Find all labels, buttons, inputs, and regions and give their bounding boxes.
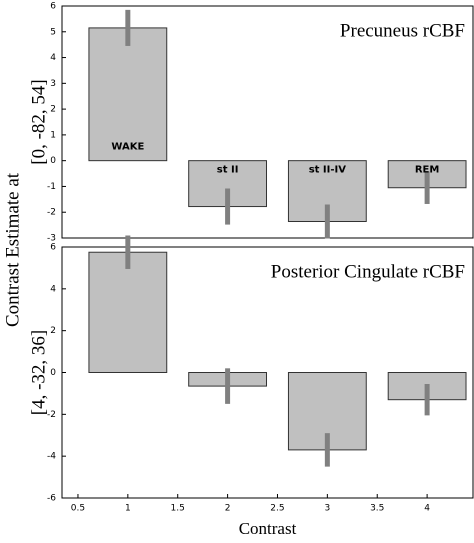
x-tick-label: 2.5 xyxy=(270,504,284,514)
y-tick-label: 6 xyxy=(50,243,56,253)
x-tick-label: 4 xyxy=(424,504,430,514)
bar-label: st II xyxy=(217,165,239,176)
bar xyxy=(88,27,168,162)
y-tick-label: 2 xyxy=(50,105,56,115)
x-tick-label: 2 xyxy=(225,504,231,514)
y-tick-label: -6 xyxy=(47,494,56,504)
y-tick-label: -1 xyxy=(47,182,56,192)
bar-label: REM xyxy=(415,165,440,176)
y-tick-label: 6 xyxy=(50,2,56,12)
y-tick-label: 1 xyxy=(50,130,56,140)
bar-label: WAKE xyxy=(111,142,144,153)
y-tick-label: -4 xyxy=(47,452,56,462)
chart-title: Precuneus rCBF xyxy=(340,20,465,41)
bar-label: st II-IV xyxy=(309,165,347,176)
y-tick-label: 2 xyxy=(50,326,56,336)
y-tick-label: 0 xyxy=(50,368,56,378)
chart-title: Posterior Cingulate rCBF xyxy=(271,261,465,282)
bar xyxy=(88,251,168,374)
x-tick-label: 0.5 xyxy=(71,504,85,514)
x-tick-label: 1 xyxy=(125,504,131,514)
y-tick-label: -2 xyxy=(47,410,56,420)
x-tick-label: 3.5 xyxy=(370,504,384,514)
x-tick-label: 3 xyxy=(324,504,330,514)
y-label: [4, -32, 36] xyxy=(28,330,49,415)
y-tick-label: 0 xyxy=(50,156,56,166)
y-tick-label: -2 xyxy=(47,208,56,218)
y-tick-label: 4 xyxy=(50,284,56,294)
shared-y-label: Contrast Estimate at xyxy=(2,172,23,327)
y-tick-label: 3 xyxy=(50,79,56,89)
y-tick-label: -3 xyxy=(47,234,56,244)
y-tick-label: 5 xyxy=(50,27,56,37)
y-tick-label: 4 xyxy=(50,53,56,63)
x-tick-label: 1.5 xyxy=(171,504,185,514)
y-label: [0, -82, 54] xyxy=(28,79,49,164)
x-label: Contrast xyxy=(239,519,297,538)
